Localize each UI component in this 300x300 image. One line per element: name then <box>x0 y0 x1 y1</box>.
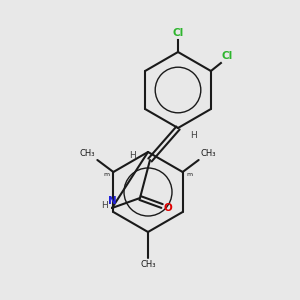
Text: N: N <box>108 196 116 206</box>
Text: H: H <box>101 202 108 211</box>
Text: Cl: Cl <box>172 28 184 38</box>
Text: m: m <box>187 172 193 176</box>
Text: CH₃: CH₃ <box>201 149 216 158</box>
Text: H: H <box>190 131 197 140</box>
Text: CH₃: CH₃ <box>140 260 156 269</box>
Text: H: H <box>129 152 136 160</box>
Text: m: m <box>103 172 110 176</box>
Text: Cl: Cl <box>222 51 233 61</box>
Text: CH₃: CH₃ <box>80 149 95 158</box>
Text: O: O <box>164 203 173 213</box>
